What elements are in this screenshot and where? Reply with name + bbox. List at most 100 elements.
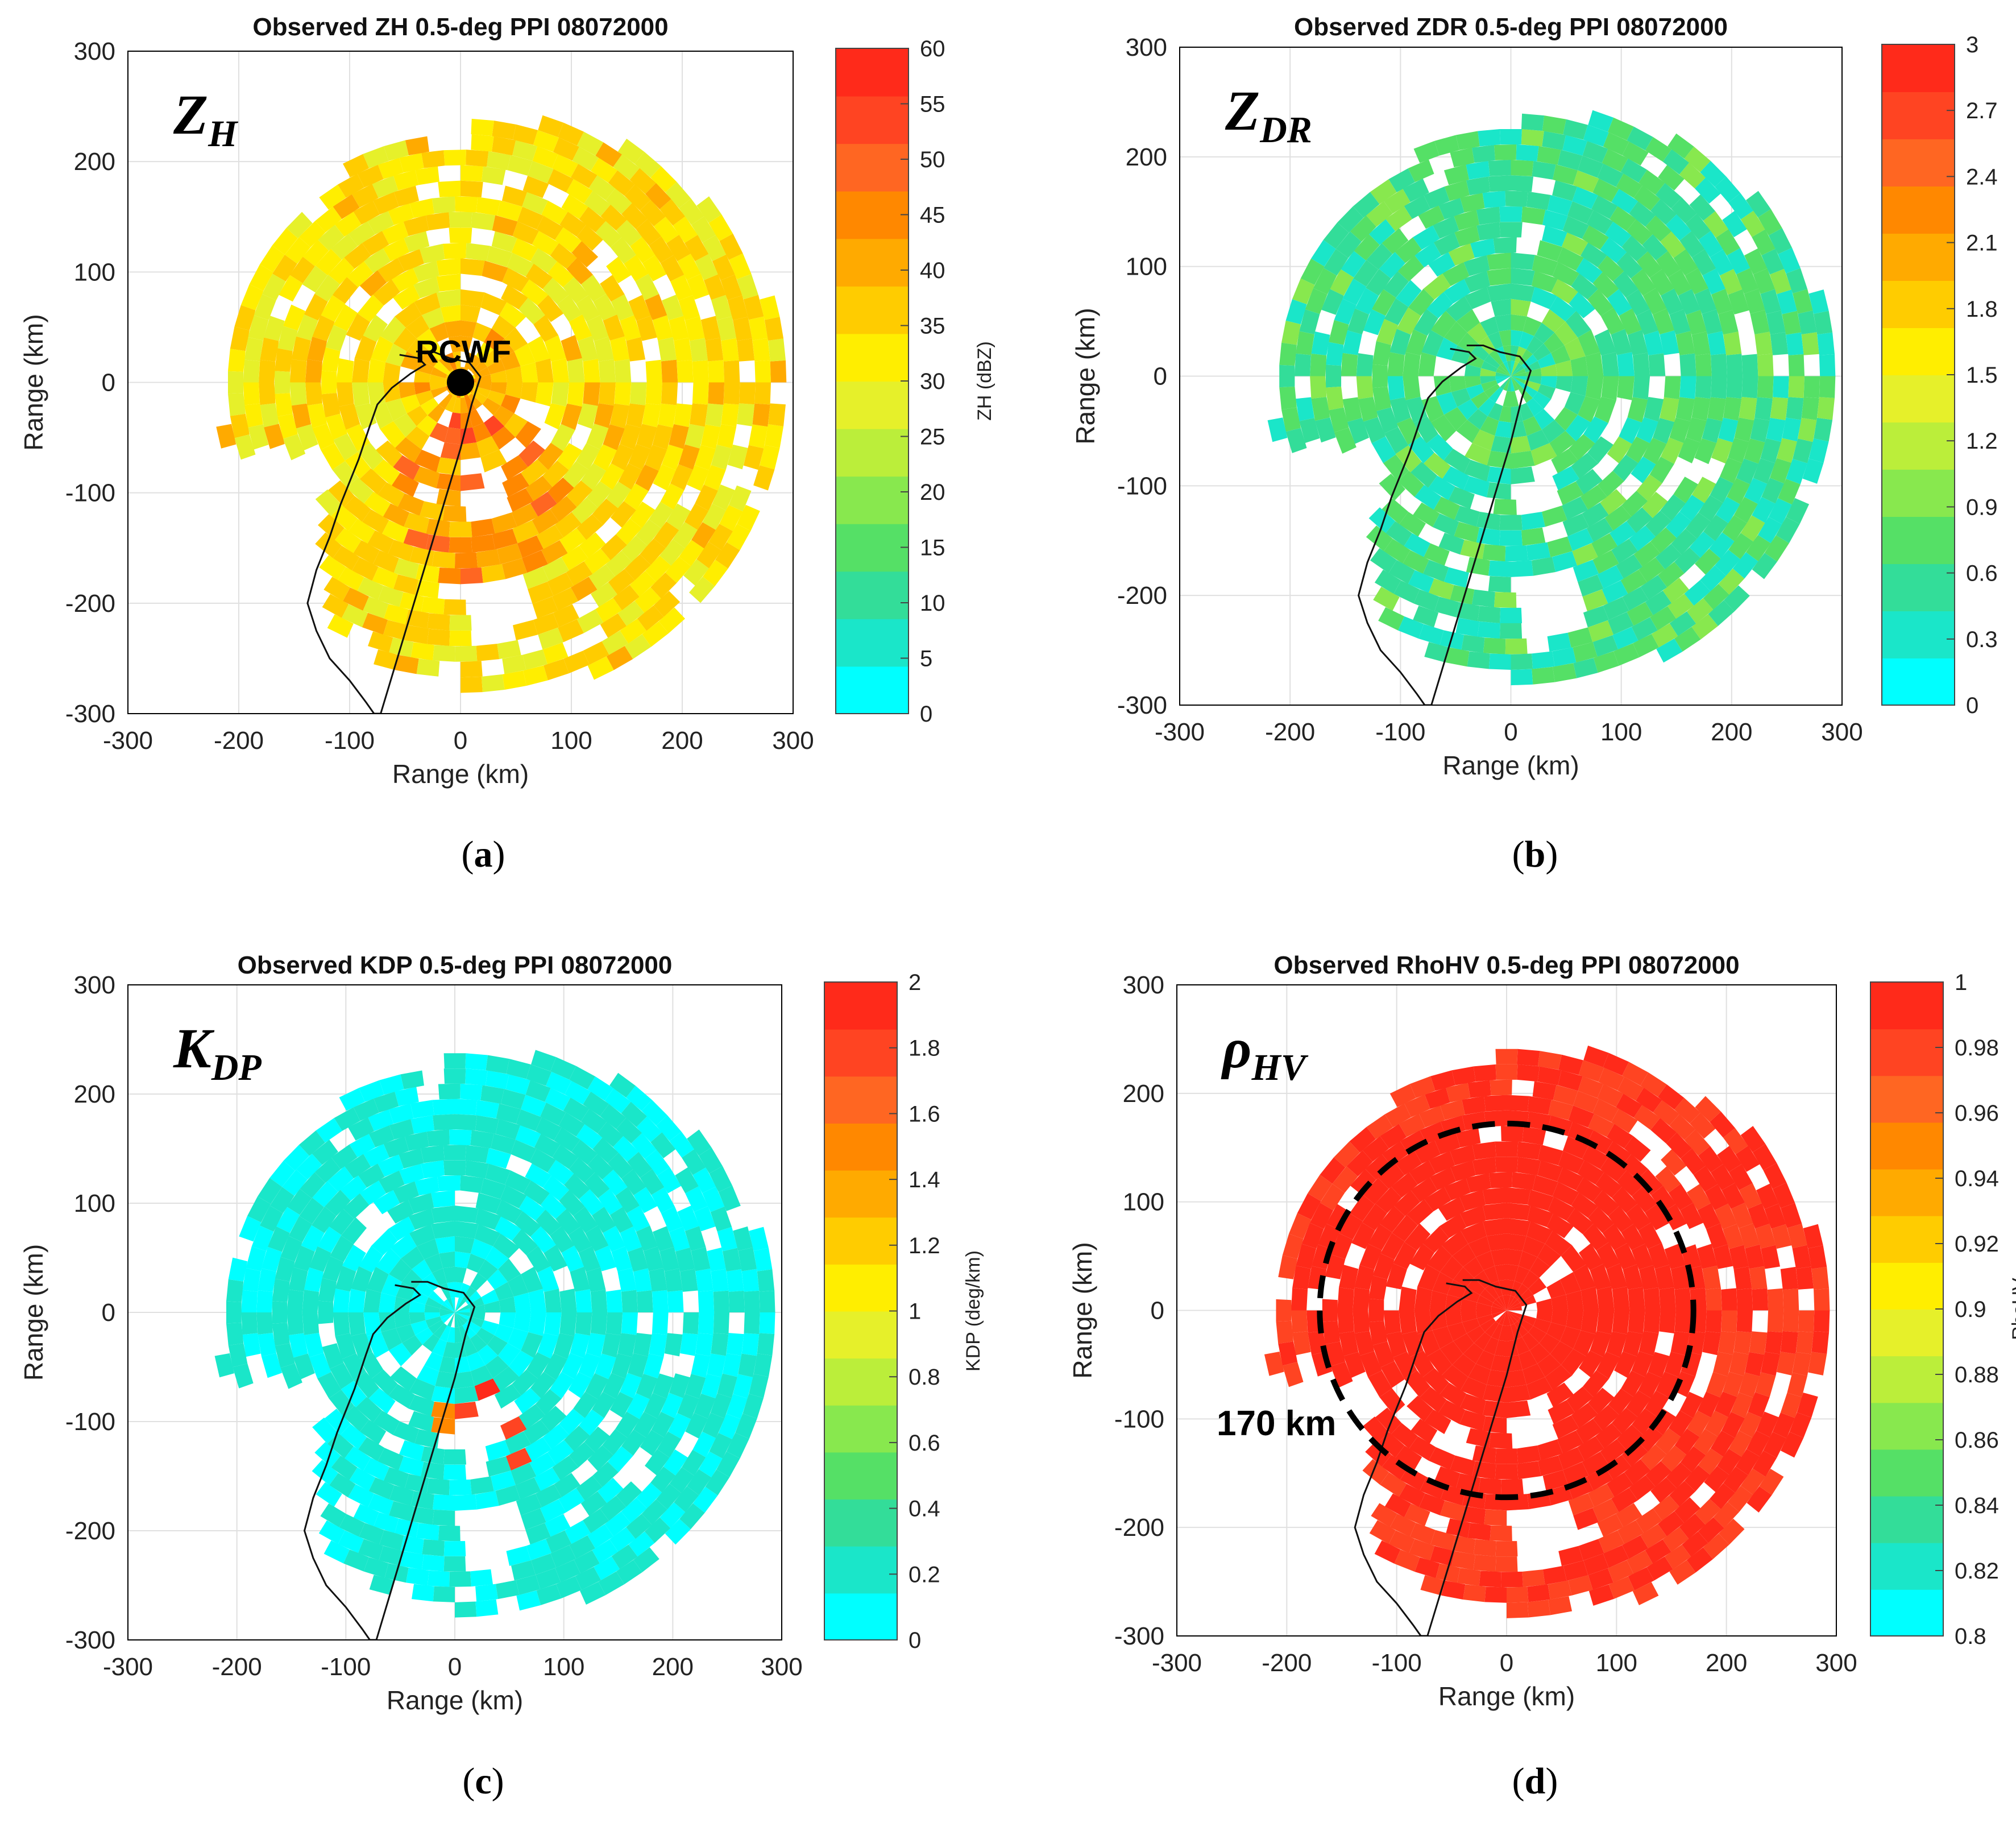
y-tick-label: -200 — [65, 1517, 115, 1545]
panel-tag-a: (a) — [461, 834, 505, 875]
colorbar-swatch — [836, 428, 909, 477]
chart-title: Observed ZDR 0.5-deg PPI 08072000 — [1294, 13, 1728, 41]
y-axis-label: Range (km) — [1068, 1242, 1097, 1378]
colorbar-tick-label: 0.86 — [1955, 1428, 1999, 1453]
colorbar-tick-label: 1.5 — [1966, 363, 1998, 388]
y-tick-label: 300 — [1123, 971, 1164, 999]
colorbar-tick-label: 0.2 — [909, 1562, 940, 1587]
x-axis-label: Range (km) — [392, 759, 529, 789]
colorbar-tick-label: 60 — [920, 36, 945, 61]
x-axis-label: Range (km) — [1442, 751, 1579, 780]
colorbar-tick-label: 0.84 — [1955, 1493, 1999, 1518]
y-tick-label: 200 — [74, 1080, 115, 1108]
colorbar-swatch — [836, 666, 909, 714]
colorbar-swatch — [1870, 1449, 1943, 1497]
colorbar-swatch — [824, 982, 897, 1030]
colorbar-tick-label: 0.4 — [909, 1497, 940, 1522]
colorbar-swatch — [836, 96, 909, 144]
y-tick-label: -100 — [1117, 472, 1167, 500]
colorbar-tick-label: 15 — [920, 536, 945, 561]
y-tick-label: -300 — [65, 1626, 115, 1654]
colorbar-swatch — [1870, 1402, 1943, 1450]
colorbar-swatch — [1882, 469, 1955, 517]
x-tick-label: -300 — [103, 1653, 153, 1681]
panel-b: -300 -200 -100 0 100 200 300 -300 -200 -100 0 100 20… — [1071, 13, 1998, 780]
colorbar-d: 0.8 0.82 0.84 0.86 0.88 0.9 0.92 0.94 0.96 0.98 1 R… — [1870, 970, 2016, 1649]
colorbar-label: RhoHV — [2009, 1278, 2016, 1340]
x-tick-label: -300 — [1155, 718, 1205, 746]
colorbar-swatch — [824, 1076, 897, 1124]
colorbar-tick-label: 0.9 — [1955, 1297, 1986, 1322]
colorbar-tick-label: 10 — [920, 591, 945, 616]
x-tick-label: 100 — [1600, 718, 1642, 746]
colorbar-swatch — [836, 285, 909, 334]
y-tick-label: 100 — [1126, 253, 1167, 281]
colorbar-tick-label: 1 — [1955, 970, 1967, 995]
x-tick-label: 0 — [1500, 1649, 1513, 1677]
colorbar-tick-label: 0.3 — [1966, 627, 1998, 652]
colorbar-tick-label: 2.4 — [1966, 164, 1998, 189]
colorbar-swatch — [824, 1593, 897, 1640]
y-tick-label: 0 — [1154, 363, 1167, 391]
colorbar-tick-label: 0.94 — [1955, 1166, 1999, 1191]
colorbar-tick-label: 0.6 — [1966, 561, 1998, 586]
range-ring-label: 170 km — [1217, 1404, 1336, 1443]
colorbar-swatch — [824, 1263, 897, 1312]
y-tick-label: -200 — [1117, 582, 1167, 610]
colorbar-swatch — [824, 1358, 897, 1406]
x-tick-label: -200 — [214, 727, 264, 755]
colorbar-swatch — [1870, 1122, 1943, 1170]
colorbar-swatch — [1870, 1029, 1943, 1076]
x-tick-label: -300 — [1152, 1649, 1202, 1677]
colorbar-swatch — [824, 1546, 897, 1594]
x-tick-label: -100 — [325, 727, 375, 755]
chart-title: Observed KDP 0.5-deg PPI 08072000 — [238, 951, 673, 979]
x-tick-label: 300 — [772, 727, 814, 755]
radar-site-label: RCWF — [416, 334, 511, 370]
y-tick-label: -300 — [1117, 691, 1167, 719]
colorbar-swatch — [824, 1499, 897, 1547]
axes-frame-d — [1176, 984, 1837, 1637]
colorbar-tick-label: 20 — [920, 480, 945, 505]
y-axis-label: Range (km) — [19, 1244, 48, 1381]
panel-a: -300 -200 -100 0 100 200 300-300-200-100010020… — [19, 13, 995, 789]
colorbar-swatch — [1882, 280, 1955, 328]
colorbar-tick-label: 0 — [920, 702, 932, 727]
y-tick-label: -200 — [65, 590, 115, 618]
y-tick-label: 100 — [1123, 1188, 1164, 1216]
y-tick-label: 100 — [74, 1190, 115, 1217]
coastline — [306, 350, 482, 714]
radar-echo-b — [1267, 110, 1836, 705]
colorbar-swatch — [1882, 186, 1955, 234]
colorbar-swatch — [836, 523, 909, 572]
colorbar-swatch — [1870, 1495, 1943, 1543]
colorbar-tick-label: 0.98 — [1955, 1035, 1999, 1060]
colorbar-swatch — [836, 333, 909, 382]
y-tick-label: -300 — [1114, 1622, 1164, 1650]
axes-frame-a — [127, 51, 794, 714]
x-tick-label: 0 — [454, 727, 467, 755]
colorbar-swatch — [1882, 564, 1955, 611]
colorbar-swatch — [1882, 375, 1955, 422]
colorbar-tick-label: 1 — [909, 1299, 921, 1324]
colorbar-tick-label: 2.7 — [1966, 98, 1998, 123]
x-tick-label: 100 — [1596, 1649, 1637, 1677]
colorbar-tick-label: 45 — [920, 203, 945, 228]
colorbar-tick-label: 5 — [920, 647, 932, 672]
x-tick-label: -300 — [103, 727, 153, 755]
colorbar-swatch — [824, 1217, 897, 1265]
y-tick-label: 0 — [102, 1299, 115, 1327]
colorbar-swatch — [1882, 611, 1955, 658]
x-tick-label: 300 — [1821, 718, 1862, 746]
colorbar-swatch — [1882, 139, 1955, 187]
colorbar-swatch — [1882, 516, 1955, 564]
x-tick-label: 100 — [550, 727, 592, 755]
colorbar-tick-label: 1.2 — [1966, 429, 1998, 454]
variable-symbol: ρHV — [1221, 1017, 1309, 1088]
colorbar-swatch — [1870, 1075, 1943, 1123]
x-tick-label: -200 — [1265, 718, 1315, 746]
colorbar-swatch — [1870, 1169, 1943, 1216]
colorbar-tick-label: 50 — [920, 147, 945, 172]
colorbar-swatch — [1882, 658, 1955, 706]
colorbar-tick-label: 0.82 — [1955, 1559, 1999, 1584]
